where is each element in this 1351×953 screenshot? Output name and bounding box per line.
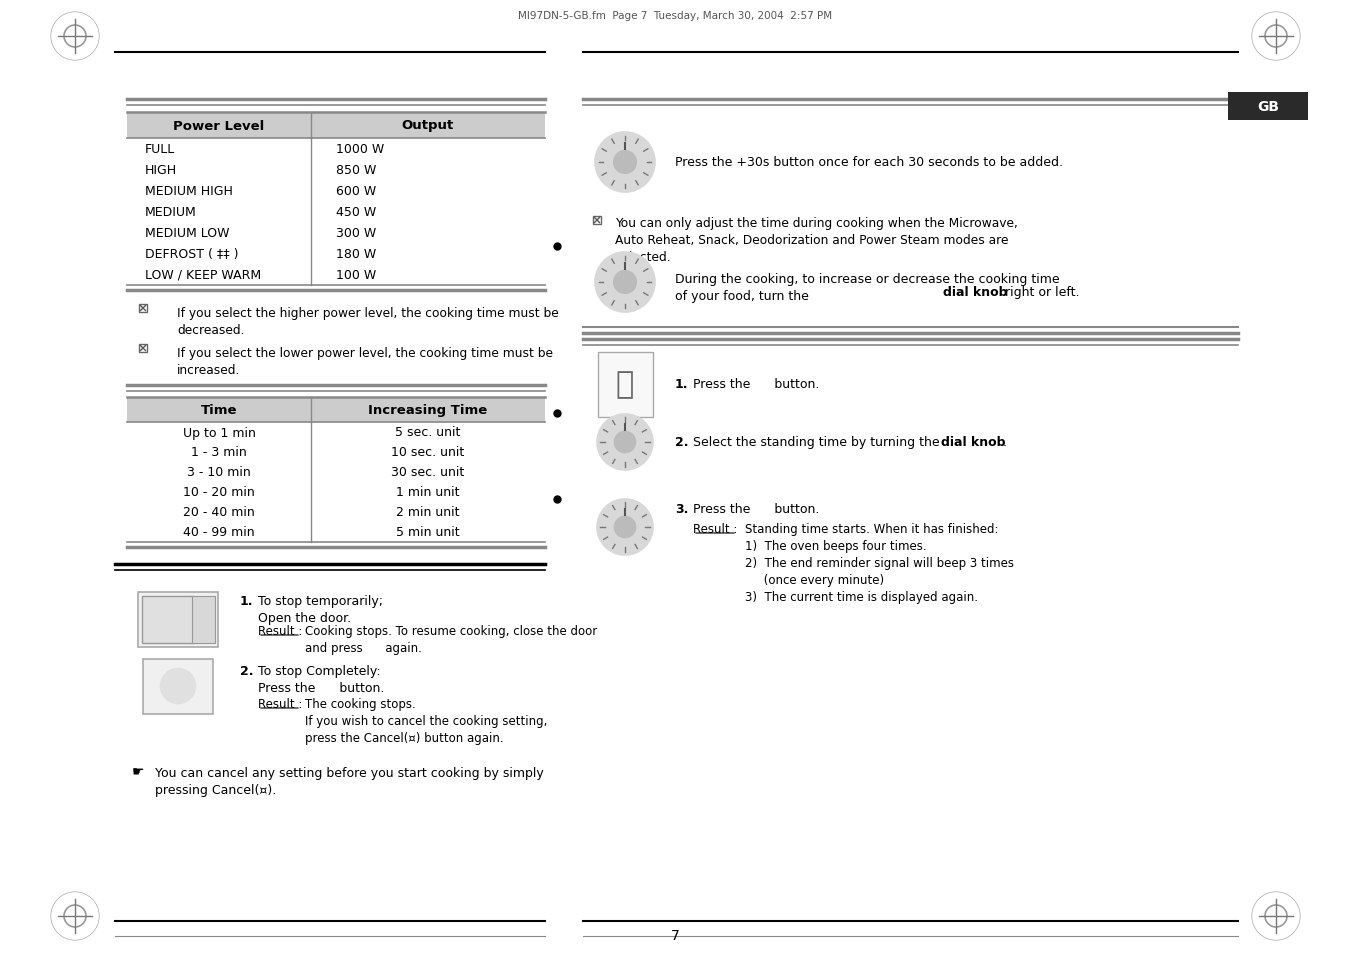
- Text: If you select the lower power level, the cooking time must be
increased.: If you select the lower power level, the…: [177, 347, 553, 376]
- Bar: [127, 112, 544, 139]
- Text: 600 W: 600 W: [336, 185, 376, 198]
- Circle shape: [594, 132, 655, 193]
- Circle shape: [615, 517, 635, 538]
- Text: During the cooking, to increase or decrease the cooking time
of your food, turn : During the cooking, to increase or decre…: [676, 273, 1059, 303]
- Bar: [192, 596, 215, 643]
- Text: 7: 7: [670, 928, 680, 942]
- Text: 2.: 2.: [676, 436, 689, 449]
- Bar: [127, 397, 544, 422]
- Text: 300 W: 300 W: [336, 227, 376, 240]
- Text: 180 W: 180 W: [336, 248, 376, 261]
- Text: dial knob: dial knob: [942, 436, 1005, 449]
- Text: Select the standing time by turning the: Select the standing time by turning the: [693, 436, 943, 449]
- Text: You can cancel any setting before you start cooking by simply
pressing Cancel(¤): You can cancel any setting before you st…: [155, 766, 543, 796]
- Text: ☛: ☛: [132, 764, 145, 779]
- Text: Result :: Result :: [693, 522, 738, 536]
- Circle shape: [161, 669, 196, 704]
- Text: 450 W: 450 W: [336, 206, 376, 219]
- Text: Result :: Result :: [258, 698, 303, 710]
- Text: 2 min unit: 2 min unit: [396, 506, 459, 519]
- Text: You can only adjust the time during cooking when the Microwave,
Auto Reheat, Sna: You can only adjust the time during cook…: [615, 216, 1017, 264]
- Bar: [1228, 92, 1308, 121]
- Text: Press the +30s button once for each 30 seconds to be added.: Press the +30s button once for each 30 s…: [676, 156, 1063, 170]
- Bar: [142, 596, 195, 643]
- Text: LOW / KEEP WARM: LOW / KEEP WARM: [145, 269, 261, 282]
- Text: 850 W: 850 W: [336, 164, 377, 177]
- Text: .: .: [1002, 436, 1006, 449]
- Text: 1 min unit: 1 min unit: [396, 486, 459, 499]
- Text: If you select the higher power level, the cooking time must be
decreased.: If you select the higher power level, th…: [177, 307, 559, 336]
- Text: MEDIUM LOW: MEDIUM LOW: [145, 227, 230, 240]
- Text: To stop temporarily;
Open the door.: To stop temporarily; Open the door.: [258, 595, 382, 624]
- Text: 30 sec. unit: 30 sec. unit: [392, 466, 465, 479]
- Text: MEDIUM: MEDIUM: [145, 206, 197, 219]
- Bar: [138, 592, 218, 647]
- Circle shape: [594, 253, 655, 313]
- Text: DEFROST ( ‡‡ ): DEFROST ( ‡‡ ): [145, 248, 239, 261]
- Text: Press the      button.: Press the button.: [693, 378, 819, 391]
- Text: GB: GB: [1256, 100, 1279, 113]
- Text: 10 - 20 min: 10 - 20 min: [184, 486, 255, 499]
- Text: MI97DN-5-GB.fm  Page 7  Tuesday, March 30, 2004  2:57 PM: MI97DN-5-GB.fm Page 7 Tuesday, March 30,…: [517, 11, 832, 21]
- Text: 1.: 1.: [240, 595, 254, 607]
- Text: 1.: 1.: [676, 378, 689, 391]
- Text: 10 sec. unit: 10 sec. unit: [392, 446, 465, 459]
- Text: Standing time starts. When it has finished:
1)  The oven beeps four times.
2)  T: Standing time starts. When it has finish…: [744, 522, 1015, 603]
- Text: Cooking stops. To resume cooking, close the door
and press      again.: Cooking stops. To resume cooking, close …: [305, 624, 597, 655]
- Bar: [139, 345, 147, 353]
- Text: FULL: FULL: [145, 143, 176, 156]
- Text: right or left.: right or left.: [1001, 286, 1079, 298]
- Text: 5 sec. unit: 5 sec. unit: [396, 426, 461, 439]
- Text: To stop Completely:
Press the      button.: To stop Completely: Press the button.: [258, 664, 385, 695]
- Circle shape: [613, 272, 636, 294]
- Text: Output: Output: [401, 119, 454, 132]
- Text: Press the      button.: Press the button.: [693, 502, 819, 516]
- Text: 2.: 2.: [240, 664, 254, 678]
- Bar: [143, 659, 213, 714]
- Circle shape: [597, 415, 653, 471]
- Text: 1 - 3 min: 1 - 3 min: [190, 446, 247, 459]
- Text: 40 - 99 min: 40 - 99 min: [184, 526, 255, 539]
- Text: ⧖: ⧖: [616, 370, 634, 399]
- Text: Time: Time: [201, 403, 238, 416]
- Text: 5 min unit: 5 min unit: [396, 526, 459, 539]
- Circle shape: [613, 152, 636, 174]
- Circle shape: [597, 499, 653, 556]
- Text: Up to 1 min: Up to 1 min: [182, 426, 255, 439]
- Text: dial knob: dial knob: [943, 286, 1008, 298]
- Text: HIGH: HIGH: [145, 164, 177, 177]
- Text: 1000 W: 1000 W: [336, 143, 384, 156]
- Text: 100 W: 100 W: [336, 269, 376, 282]
- Text: The cooking stops.
If you wish to cancel the cooking setting,
press the Cancel(¤: The cooking stops. If you wish to cancel…: [305, 698, 547, 744]
- Bar: [139, 305, 147, 313]
- Text: 3.: 3.: [676, 502, 689, 516]
- Text: Increasing Time: Increasing Time: [369, 403, 488, 416]
- Bar: [593, 216, 601, 225]
- Bar: [597, 352, 653, 417]
- Text: 3 - 10 min: 3 - 10 min: [186, 466, 251, 479]
- Text: Power Level: Power Level: [173, 119, 265, 132]
- Text: 20 - 40 min: 20 - 40 min: [184, 506, 255, 519]
- Text: Result :: Result :: [258, 624, 303, 638]
- Text: MEDIUM HIGH: MEDIUM HIGH: [145, 185, 232, 198]
- Circle shape: [615, 432, 635, 454]
